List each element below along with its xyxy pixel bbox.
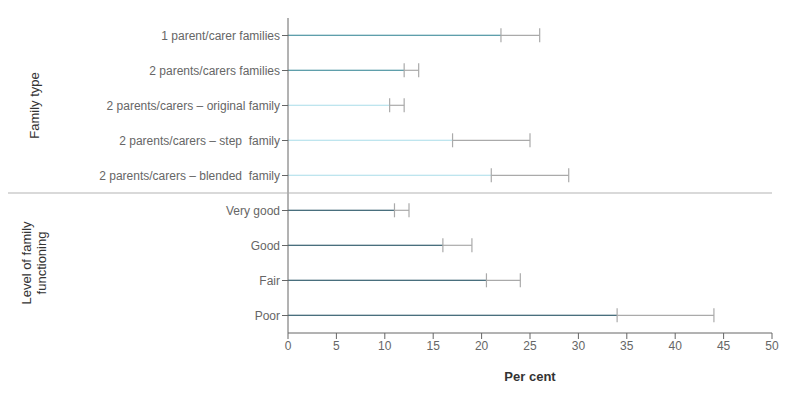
svg-text:Per cent: Per cent xyxy=(504,369,556,384)
svg-text:35: 35 xyxy=(620,339,634,353)
svg-text:Very good: Very good xyxy=(226,204,280,218)
svg-text:30: 30 xyxy=(572,339,586,353)
svg-text:45: 45 xyxy=(717,339,731,353)
svg-text:1 parent/carer families: 1 parent/carer families xyxy=(161,29,280,43)
svg-text:40: 40 xyxy=(669,339,683,353)
svg-text:Poor: Poor xyxy=(255,309,280,323)
svg-text:2 parents/carers – blended fa: 2 parents/carers – blended family xyxy=(99,169,280,183)
svg-text:2 parents/carers – original fa: 2 parents/carers – original family xyxy=(107,99,280,113)
svg-text:10: 10 xyxy=(378,339,392,353)
svg-text:Family type: Family type xyxy=(27,72,42,138)
svg-text:0: 0 xyxy=(285,339,292,353)
svg-text:5: 5 xyxy=(333,339,340,353)
svg-text:25: 25 xyxy=(523,339,537,353)
svg-text:20: 20 xyxy=(475,339,489,353)
svg-text:50: 50 xyxy=(765,339,779,353)
svg-text:15: 15 xyxy=(427,339,441,353)
svg-text:Level of familyfunctioning: Level of familyfunctioning xyxy=(19,221,50,305)
svg-text:Good: Good xyxy=(251,239,280,253)
svg-text:Fair: Fair xyxy=(259,274,280,288)
svg-text:2 parents/carers – step famil: 2 parents/carers – step family xyxy=(119,134,280,148)
svg-text:2 parents/carers families: 2 parents/carers families xyxy=(149,64,280,78)
